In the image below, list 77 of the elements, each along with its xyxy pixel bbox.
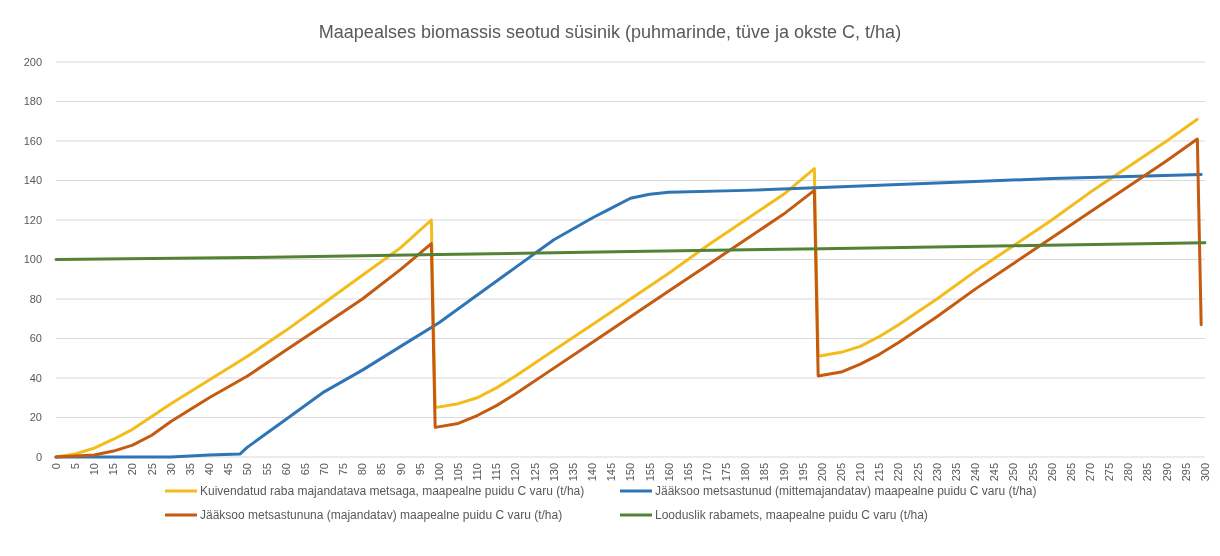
x-tick-label: 185 xyxy=(758,463,771,482)
y-tick-label: 20 xyxy=(29,411,42,424)
x-tick-label: 195 xyxy=(796,463,809,482)
x-tick-label: 80 xyxy=(356,463,369,476)
x-tick-label: 15 xyxy=(107,463,120,476)
x-tick-label: 35 xyxy=(183,463,196,476)
x-tick-label: 120 xyxy=(509,463,522,482)
x-tick-label: 250 xyxy=(1007,463,1020,482)
x-tick-label: 40 xyxy=(203,463,216,476)
x-tick-label: 100 xyxy=(432,463,445,482)
x-tick-label: 275 xyxy=(1103,463,1116,482)
x-tick-label: 170 xyxy=(700,463,713,482)
x-tick-label: 140 xyxy=(586,463,599,482)
y-tick-label: 60 xyxy=(29,332,42,345)
x-tick-label: 265 xyxy=(1064,463,1077,482)
x-tick-label: 230 xyxy=(930,463,943,482)
x-tick-label: 75 xyxy=(337,463,350,476)
x-tick-label: 55 xyxy=(260,463,273,476)
y-tick-label: 40 xyxy=(29,371,42,384)
x-tick-label: 10 xyxy=(88,463,101,476)
x-tick-label: 95 xyxy=(413,463,426,476)
x-tick-label: 0 xyxy=(49,463,62,470)
x-tick-label: 240 xyxy=(969,463,982,482)
x-tick-label: 155 xyxy=(643,463,656,482)
x-tick-label: 90 xyxy=(394,463,407,476)
x-tick-label: 210 xyxy=(854,463,867,482)
x-tick-label: 115 xyxy=(490,463,503,481)
y-tick-label: 120 xyxy=(23,213,42,226)
x-tick-label: 70 xyxy=(317,463,330,476)
x-tick-label: 135 xyxy=(566,463,579,482)
x-tick-label: 180 xyxy=(739,463,752,482)
x-tick-label: 215 xyxy=(873,463,886,482)
x-tick-label: 85 xyxy=(375,463,388,476)
x-tick-label: 205 xyxy=(835,463,847,482)
x-tick-label: 160 xyxy=(662,463,675,482)
legend-label: Looduslik rabamets, maapealne puidu C varu (t/ha) xyxy=(655,508,928,523)
x-tick-label: 235 xyxy=(949,463,962,482)
y-tick-label: 140 xyxy=(23,174,42,187)
legend-label: Jääksoo metsastunud (mittemajandatav) maapealne puidu C varu (t/ha) xyxy=(655,484,1037,499)
x-tick-label: 175 xyxy=(720,463,733,482)
x-tick-label: 30 xyxy=(164,463,177,476)
legend-label: Jääksoo metsastununa (majandatav) maapealne puidu C varu (t/ha) xyxy=(200,508,563,523)
x-tick-label: 45 xyxy=(222,463,235,476)
x-tick-label: 110 xyxy=(471,463,484,481)
x-tick-label: 65 xyxy=(298,463,311,476)
x-tick-label: 165 xyxy=(681,463,694,482)
y-tick-label: 80 xyxy=(29,292,42,305)
line-series xyxy=(54,241,1207,261)
x-tick-label: 60 xyxy=(279,463,292,476)
x-tick-label: 200 xyxy=(815,463,828,482)
x-tick-label: 290 xyxy=(1160,463,1173,482)
x-tick-label: 125 xyxy=(528,463,541,482)
y-tick-label: 160 xyxy=(23,134,42,147)
x-tick-label: 50 xyxy=(241,463,254,476)
x-tick-label: 255 xyxy=(1026,463,1039,482)
x-tick-label: 5 xyxy=(69,463,81,470)
x-tick-label: 105 xyxy=(452,463,464,482)
x-tick-label: 220 xyxy=(892,463,905,482)
x-tick-label: 260 xyxy=(1045,463,1058,482)
chart-title: Maapealses biomassis seotud süsinik (puhmarinde, tüve ja okste C, t/ha) xyxy=(318,22,902,42)
x-tick-label: 295 xyxy=(1179,463,1192,482)
x-tick-label: 130 xyxy=(547,463,560,482)
x-tick-label: 225 xyxy=(911,463,924,482)
y-tick-label: 100 xyxy=(23,253,42,266)
y-tick-label: 180 xyxy=(23,95,42,108)
x-tick-label: 20 xyxy=(126,463,139,476)
y-tick-label: 200 xyxy=(23,55,42,68)
x-tick-label: 300 xyxy=(1198,463,1211,482)
x-tick-label: 145 xyxy=(605,463,618,482)
x-tick-label: 285 xyxy=(1141,463,1154,482)
legend-label: Kuivendatud raba majandatava metsaga, maapealne puidu C varu (t/ha) xyxy=(200,484,585,499)
x-tick-label: 270 xyxy=(1083,463,1096,482)
x-tick-label: 245 xyxy=(988,463,1001,482)
x-tick-label: 280 xyxy=(1122,463,1135,482)
x-tick-label: 190 xyxy=(777,463,790,482)
x-tick-label: 25 xyxy=(145,463,158,476)
x-tick-label: 150 xyxy=(624,463,637,482)
